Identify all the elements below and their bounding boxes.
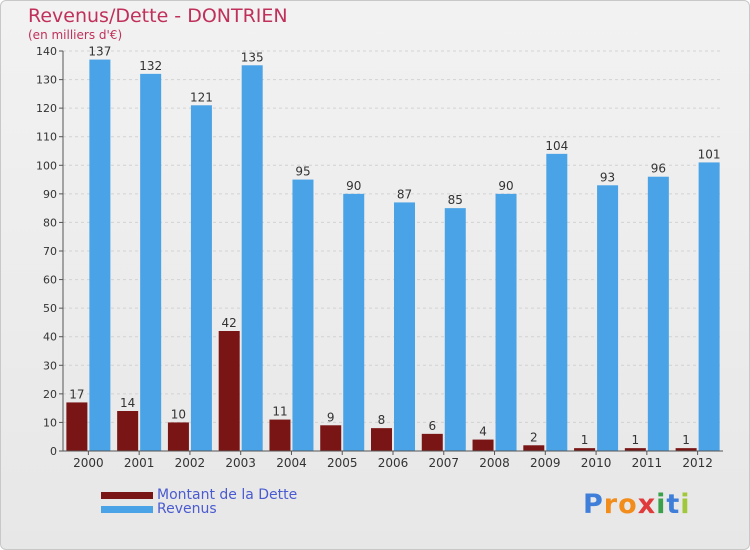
bar-revenus <box>241 65 263 452</box>
data-label-revenus: 87 <box>397 187 412 201</box>
y-tick-label: 60 <box>43 274 57 287</box>
bar-dette <box>117 411 139 451</box>
x-tick-label: 2002 <box>175 456 206 470</box>
data-label-revenus: 135 <box>241 50 264 64</box>
data-label-revenus: 132 <box>139 59 162 73</box>
data-label-dette: 14 <box>120 396 135 410</box>
bar-revenus <box>444 208 466 451</box>
data-label-dette: 42 <box>222 316 237 330</box>
legend-swatch-dette <box>101 491 153 499</box>
bar-dette <box>320 425 342 451</box>
data-label-revenus: 104 <box>545 139 568 153</box>
bar-dette <box>269 419 291 451</box>
bar-dette <box>167 422 189 451</box>
bar-revenus <box>140 73 162 451</box>
legend-label-dette: Montant de la Dette <box>157 487 298 503</box>
bar-revenus <box>292 179 314 452</box>
bar-revenus <box>546 153 568 451</box>
y-tick-label: 80 <box>43 216 57 229</box>
chart-subtitle: (en milliers d'€) <box>28 28 123 42</box>
legend-item-revenus: Revenus <box>101 501 217 517</box>
x-tick-label: 2000 <box>73 456 104 470</box>
chart-title: Revenus/Dette - DONTRIEN <box>28 5 288 27</box>
bar-revenus <box>89 59 111 451</box>
data-label-revenus: 121 <box>190 90 213 104</box>
data-label-dette: 10 <box>171 407 186 421</box>
bar-dette <box>371 428 392 451</box>
bar-dette <box>574 448 596 451</box>
x-axis: 2000 2001 2002 2003 2004 2005 2006 2007 2008 2009… <box>63 450 723 470</box>
grid-lines <box>63 50 723 452</box>
bar-dette <box>421 433 443 451</box>
data-label-dette: 8 <box>378 413 386 427</box>
bar-revenus <box>647 176 669 451</box>
bar-revenus <box>394 202 415 451</box>
y-tick-label: 140 <box>36 45 57 58</box>
data-label-revenus: 137 <box>88 45 111 59</box>
data-label-revenus: 93 <box>600 170 615 184</box>
bar-dette <box>66 402 88 451</box>
data-label-dette: 1 <box>632 433 640 447</box>
data-label-dette: 11 <box>272 405 287 419</box>
data-label-dette: 4 <box>479 425 487 439</box>
y-tick-label: 130 <box>36 74 57 87</box>
data-label-revenus: 90 <box>498 179 513 193</box>
x-tick-label: 2012 <box>682 456 713 470</box>
x-tick-label: 2001 <box>124 456 155 470</box>
data-label-revenus: 101 <box>698 147 721 161</box>
y-tick-label: 110 <box>36 131 57 144</box>
data-label-dette: 6 <box>428 419 436 433</box>
data-label-dette: 1 <box>581 433 589 447</box>
data-label-revenus: 95 <box>295 165 310 179</box>
bar-revenus <box>343 193 365 451</box>
bar-dette <box>675 448 697 451</box>
x-tick-label: 2011 <box>632 456 663 470</box>
bar-revenus <box>698 162 720 451</box>
data-label-revenus: 96 <box>651 162 666 176</box>
y-tick-label: 10 <box>43 416 57 429</box>
x-tick-label: 2004 <box>276 456 307 470</box>
legend-label-revenus: Revenus <box>157 501 217 517</box>
x-tick-label: 2008 <box>479 456 510 470</box>
bar-revenus <box>495 193 517 451</box>
bar-dette <box>624 448 646 451</box>
y-tick-label: 90 <box>43 188 57 201</box>
bar-dette <box>523 445 545 451</box>
data-label-dette: 9 <box>327 410 335 424</box>
y-tick-label: 50 <box>43 302 57 315</box>
proxiti-logo: Proxiti <box>583 489 691 520</box>
bar-revenus <box>597 185 619 452</box>
data-label-dette: 17 <box>69 387 84 401</box>
y-tick-label: 70 <box>43 245 57 258</box>
x-tick-label: 2007 <box>428 456 459 470</box>
y-tick-label: 0 <box>50 445 57 458</box>
x-tick-label: 2003 <box>225 456 256 470</box>
y-tick-label: 40 <box>43 331 57 344</box>
x-tick-label: 2009 <box>530 456 561 470</box>
bar-dette <box>472 439 494 451</box>
y-tick-label: 120 <box>36 102 57 115</box>
legend-item-dette: Montant de la Dette <box>101 487 297 503</box>
data-label-revenus: 85 <box>448 193 463 207</box>
y-tick-label: 100 <box>36 159 57 172</box>
bar-revenus <box>190 105 212 452</box>
legend-swatch-revenus <box>101 505 153 513</box>
data-label-dette: 1 <box>682 433 690 447</box>
y-tick-label: 30 <box>43 359 57 372</box>
bar-dette <box>218 331 240 451</box>
x-tick-label: 2010 <box>581 456 612 470</box>
x-tick-label: 2005 <box>327 456 358 470</box>
y-tick-label: 20 <box>43 388 57 401</box>
data-label-revenus: 90 <box>346 179 361 193</box>
y-axis: 0 10 20 30 40 50 60 70 80 90 100 110 120 130 140 <box>36 45 64 458</box>
bars: 1713714132101214213511959908876854902104… <box>66 45 721 452</box>
x-tick-label: 2006 <box>378 456 409 470</box>
data-label-dette: 2 <box>530 430 538 444</box>
